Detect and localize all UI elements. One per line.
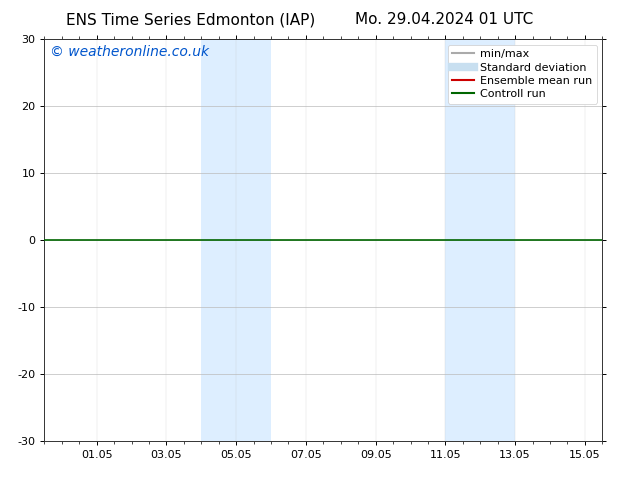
Bar: [201, 39, 271, 441]
Text: Mo. 29.04.2024 01 UTC: Mo. 29.04.2024 01 UTC: [354, 12, 533, 27]
Bar: [445, 39, 515, 441]
Text: © weatheronline.co.uk: © weatheronline.co.uk: [50, 45, 209, 59]
Text: ENS Time Series Edmonton (IAP): ENS Time Series Edmonton (IAP): [65, 12, 315, 27]
Legend: min/max, Standard deviation, Ensemble mean run, Controll run: min/max, Standard deviation, Ensemble me…: [448, 45, 597, 104]
